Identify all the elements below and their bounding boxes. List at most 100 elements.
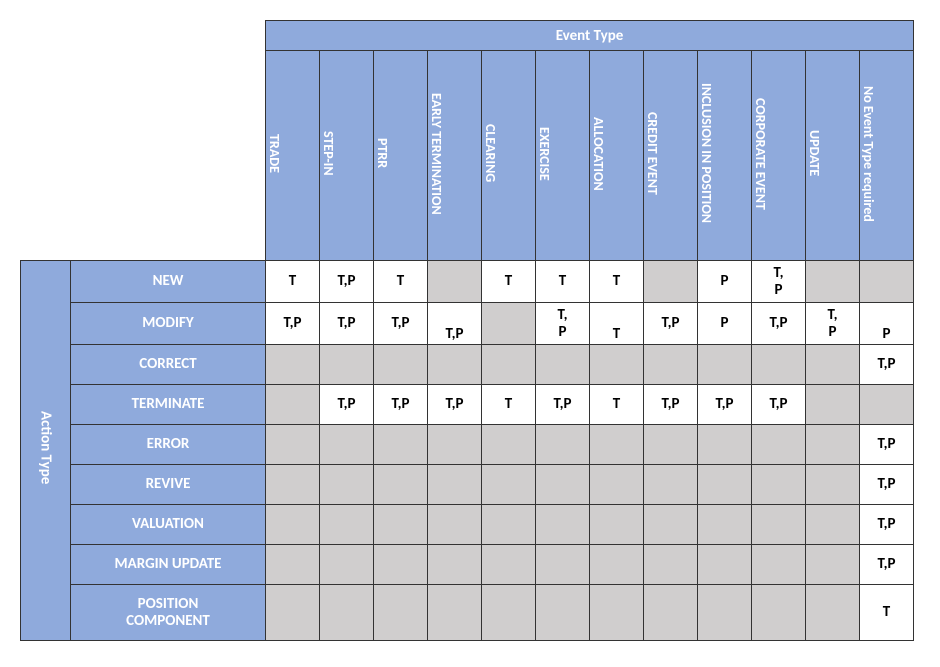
cell — [860, 385, 914, 425]
row-label-position-component: POSITIONCOMPONENT — [71, 585, 266, 641]
row-label-margin-update: MARGIN UPDATE — [71, 545, 266, 585]
cell — [320, 425, 374, 465]
cell — [266, 385, 320, 425]
cell — [482, 303, 536, 345]
row-label-revive: REVIVE — [71, 465, 266, 505]
cell — [536, 545, 590, 585]
col-header-ptrr: PTRR — [374, 51, 428, 261]
cell — [320, 545, 374, 585]
cell — [320, 505, 374, 545]
cell: T,P — [806, 303, 860, 345]
cell — [752, 505, 806, 545]
cell: T — [482, 261, 536, 303]
cell — [644, 545, 698, 585]
cell: T,P — [752, 303, 806, 345]
cell: T,P — [860, 545, 914, 585]
cell — [698, 465, 752, 505]
cell: T,P — [374, 303, 428, 345]
row-label-correct: CORRECT — [71, 345, 266, 385]
table-row: VALUATION T,P — [21, 505, 914, 545]
col-header-inclusion-in-position: INCLUSION IN POSITION — [698, 51, 752, 261]
table-row: Action TypeNEWTT,PTTTTPT,P — [21, 261, 914, 303]
cell: P — [860, 303, 914, 345]
corner-cell — [21, 21, 266, 261]
row-label-valuation: VALUATION — [71, 505, 266, 545]
row-label-modify: MODIFY — [71, 303, 266, 345]
cell — [428, 545, 482, 585]
cell — [590, 425, 644, 465]
cell: T,P — [320, 261, 374, 303]
cell: T,P — [860, 465, 914, 505]
col-header-no-event-type-required: No Event Type required — [860, 51, 914, 261]
cell: T,P — [860, 505, 914, 545]
cell — [536, 425, 590, 465]
table-row: ERRORT,P — [21, 425, 914, 465]
cell — [428, 465, 482, 505]
cell: T,P — [860, 345, 914, 385]
cell — [320, 585, 374, 641]
cell: T — [482, 385, 536, 425]
cell — [860, 261, 914, 303]
cell — [536, 345, 590, 385]
cell: T,P — [860, 425, 914, 465]
cell — [374, 345, 428, 385]
cell — [590, 465, 644, 505]
cell — [644, 465, 698, 505]
cell — [482, 505, 536, 545]
cell — [644, 261, 698, 303]
cell: T,P — [752, 385, 806, 425]
cell: T,P — [428, 303, 482, 345]
cell — [428, 585, 482, 641]
cell: T,P — [428, 385, 482, 425]
cell — [428, 425, 482, 465]
col-header-early-termination: EARLY TERMINATION — [428, 51, 482, 261]
cell: T — [374, 261, 428, 303]
cell — [752, 425, 806, 465]
row-label-new: NEW — [71, 261, 266, 303]
col-header-exercise: EXERCISE — [536, 51, 590, 261]
cell — [482, 585, 536, 641]
col-header-step-in: STEP-IN — [320, 51, 374, 261]
cell: T — [536, 261, 590, 303]
cell: T — [590, 385, 644, 425]
cell — [806, 385, 860, 425]
cell — [806, 585, 860, 641]
cell — [266, 585, 320, 641]
cell — [536, 585, 590, 641]
cell — [374, 505, 428, 545]
cell — [482, 545, 536, 585]
cell: T,P — [698, 385, 752, 425]
cell: T — [266, 261, 320, 303]
cell — [266, 465, 320, 505]
cell: T,P — [266, 303, 320, 345]
cell: T,P — [644, 303, 698, 345]
cell — [806, 345, 860, 385]
cell — [806, 545, 860, 585]
cell — [590, 585, 644, 641]
cell — [482, 465, 536, 505]
cell — [428, 261, 482, 303]
cell — [536, 505, 590, 545]
cell: P — [698, 261, 752, 303]
cell — [374, 465, 428, 505]
cell — [590, 345, 644, 385]
cell — [320, 465, 374, 505]
cell — [752, 465, 806, 505]
cell — [644, 505, 698, 545]
row-label-terminate: TERMINATE — [71, 385, 266, 425]
cell: P — [698, 303, 752, 345]
col-header-update: UPDATE — [806, 51, 860, 261]
cell — [536, 465, 590, 505]
cell: T — [590, 303, 644, 345]
cell — [698, 545, 752, 585]
cell — [806, 261, 860, 303]
col-header-credit-event: CREDIT EVENT — [644, 51, 698, 261]
cell — [590, 545, 644, 585]
table-row: REVIVE T,P — [21, 465, 914, 505]
col-header-corporate-event: CORPORATE EVENT — [752, 51, 806, 261]
cell — [752, 585, 806, 641]
cell — [806, 505, 860, 545]
col-header-clearing: CLEARING — [482, 51, 536, 261]
cell — [266, 505, 320, 545]
cell — [698, 425, 752, 465]
